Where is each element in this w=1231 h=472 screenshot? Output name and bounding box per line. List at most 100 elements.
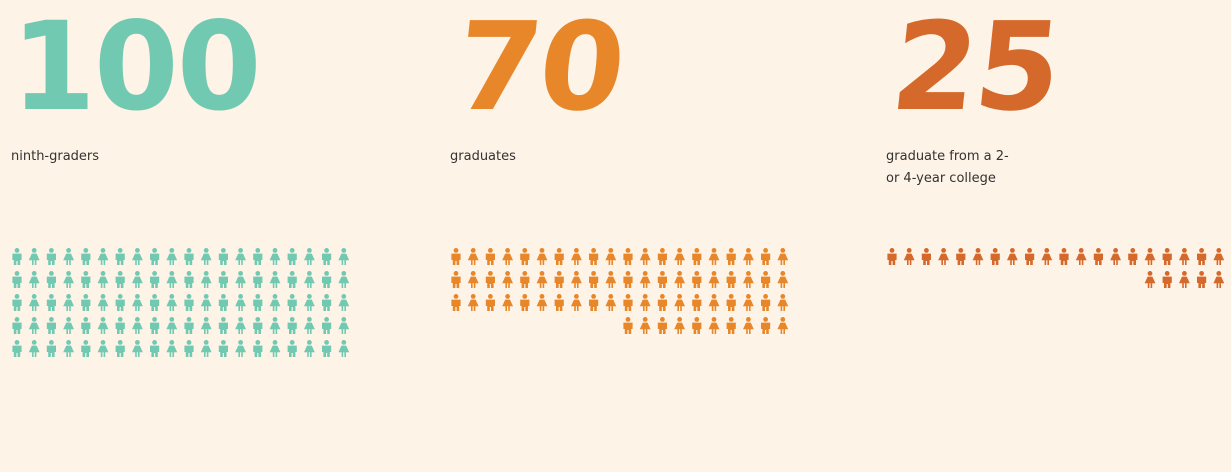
person-icon — [115, 317, 125, 334]
person-icon — [777, 317, 789, 334]
ninth-graders-label: ninth-graders — [11, 149, 100, 164]
person-icon — [623, 294, 633, 311]
person-icon — [956, 248, 966, 265]
person-icon — [304, 294, 315, 311]
person-icon — [777, 294, 789, 311]
person-icon — [184, 294, 194, 311]
person-icon — [520, 294, 530, 311]
person-icon — [132, 294, 143, 311]
person-icon — [150, 340, 160, 357]
person-icon — [743, 317, 754, 334]
person-icon — [12, 294, 22, 311]
college-graduates-label: graduate from a 2-or 4-year college — [886, 149, 1009, 186]
graduates-number: 70 — [449, 0, 631, 138]
person-icon — [322, 248, 332, 265]
person-icon — [623, 271, 633, 288]
person-icon — [674, 271, 685, 288]
person-icon — [253, 248, 263, 265]
college-graduates-number: 25 — [885, 0, 1067, 138]
person-icon — [200, 294, 212, 311]
person-icon — [726, 248, 736, 265]
person-icon — [938, 248, 949, 265]
person-icon — [467, 248, 479, 265]
person-icon — [28, 294, 40, 311]
person-icon — [536, 271, 548, 288]
person-icon — [1007, 248, 1018, 265]
person-icon — [184, 271, 194, 288]
person-icon — [150, 294, 160, 311]
person-icon — [150, 317, 160, 334]
person-icon — [726, 271, 736, 288]
person-icon — [451, 248, 461, 265]
person-icon — [166, 271, 178, 288]
person-icon — [451, 271, 461, 288]
person-icon — [554, 271, 564, 288]
person-icon — [536, 294, 548, 311]
person-icon — [639, 248, 651, 265]
person-icon — [218, 248, 228, 265]
person-icon — [467, 294, 479, 311]
person-icon — [485, 271, 495, 288]
person-icon — [200, 271, 212, 288]
person-icon — [338, 340, 350, 357]
graduates-pictogram — [451, 248, 789, 334]
person-icon — [81, 340, 91, 357]
person-icon — [589, 271, 599, 288]
person-icon — [708, 271, 720, 288]
person-icon — [554, 248, 564, 265]
person-icon — [743, 271, 754, 288]
person-icon — [692, 271, 702, 288]
person-icon — [887, 248, 897, 265]
person-icon — [218, 340, 228, 357]
person-icon — [304, 248, 315, 265]
person-icon — [115, 340, 125, 357]
person-icon — [322, 317, 332, 334]
person-icon — [46, 248, 56, 265]
person-icon — [623, 317, 633, 334]
person-icon — [28, 317, 40, 334]
person-icon — [12, 271, 22, 288]
person-icon — [726, 317, 736, 334]
person-icon — [605, 271, 617, 288]
person-icon — [287, 294, 297, 311]
person-icon — [97, 294, 109, 311]
person-icon — [304, 271, 315, 288]
person-icon — [81, 271, 91, 288]
person-icon — [304, 317, 315, 334]
person-icon — [28, 248, 40, 265]
person-icon — [743, 248, 754, 265]
person-icon — [287, 317, 297, 334]
person-icon — [674, 248, 685, 265]
person-icon — [657, 248, 667, 265]
person-icon — [269, 271, 281, 288]
person-icon — [81, 317, 91, 334]
person-icon — [46, 271, 56, 288]
person-icon — [485, 294, 495, 311]
person-icon — [1162, 271, 1172, 288]
person-icon — [1179, 271, 1190, 288]
person-icon — [921, 248, 931, 265]
person-icon — [520, 271, 530, 288]
person-icon — [990, 248, 1000, 265]
person-icon — [1213, 248, 1225, 265]
person-icon — [46, 294, 56, 311]
person-icon — [12, 340, 22, 357]
person-icon — [777, 271, 789, 288]
person-icon — [467, 271, 479, 288]
person-icon — [166, 248, 178, 265]
person-icon — [692, 248, 702, 265]
person-icon — [761, 317, 771, 334]
person-icon — [1162, 248, 1172, 265]
person-icon — [269, 294, 281, 311]
person-icon — [28, 340, 40, 357]
person-icon — [46, 340, 56, 357]
person-icon — [235, 271, 246, 288]
person-icon — [46, 317, 56, 334]
ninth-graders-number: 100 — [11, 0, 262, 138]
person-icon — [761, 248, 771, 265]
person-icon — [235, 340, 246, 357]
person-icon — [708, 294, 720, 311]
person-icon — [81, 248, 91, 265]
person-icon — [322, 271, 332, 288]
person-icon — [218, 294, 228, 311]
